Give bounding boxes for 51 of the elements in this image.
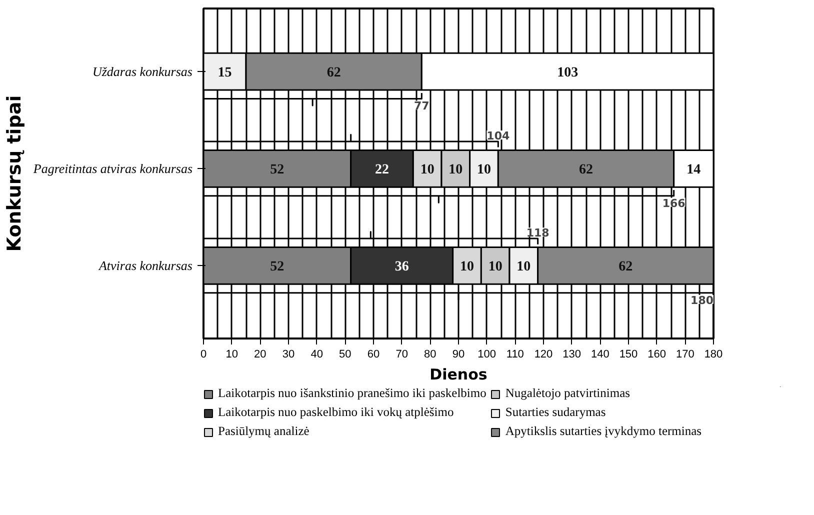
data-label: 103 xyxy=(557,66,578,81)
legend-label: Apytikslis sutarties įvykdymo terminas xyxy=(505,424,702,439)
y-axis-title: Konkursų tipai xyxy=(3,95,26,252)
data-label: 62 xyxy=(326,66,341,81)
annotation: 118 xyxy=(526,226,550,240)
x-tick-label: 100 xyxy=(478,348,496,360)
y-tick-label: Uždaras konkursas xyxy=(92,64,193,80)
data-label: 10 xyxy=(420,162,434,178)
data-label: 15 xyxy=(218,66,232,81)
legend-label: Pasiūlymų analizė xyxy=(218,424,310,439)
data-label: 52 xyxy=(270,260,284,275)
x-tick-label: 150 xyxy=(619,348,638,360)
y-tick-label: Pagreitintas atviras konkursas xyxy=(32,161,192,176)
x-tick-label: 50 xyxy=(339,348,352,360)
annotation: 180 xyxy=(690,294,714,307)
x-tick-label: 160 xyxy=(648,348,666,360)
data-label: 10 xyxy=(460,260,474,275)
x-tick-label: 0 xyxy=(200,348,207,360)
x-tick-label: 110 xyxy=(506,348,524,360)
legend-label: Nugalėtojo patvirtinimas xyxy=(505,386,630,401)
annotation: 166 xyxy=(662,196,686,210)
legend-label: Laikotarpis nuo paskelbimo iki vokų atplėšimo xyxy=(218,405,454,420)
data-label: 10 xyxy=(448,162,463,178)
x-tick-label: 30 xyxy=(282,348,295,360)
x-tick-label: 140 xyxy=(590,348,610,360)
x-tick-label: 60 xyxy=(367,348,380,360)
data-label: 62 xyxy=(579,162,593,178)
x-tick-label: 130 xyxy=(562,348,582,360)
x-tick-label: 80 xyxy=(424,348,436,360)
data-label: 62 xyxy=(618,260,633,275)
x-tick-label: 20 xyxy=(254,348,266,360)
x-tick-label: 120 xyxy=(534,348,553,360)
x-tick-label: 10 xyxy=(226,348,238,360)
data-label: 14 xyxy=(686,162,701,178)
x-tick-label: 170 xyxy=(676,348,694,360)
annotation: 77 xyxy=(414,100,430,113)
data-label: 10 xyxy=(516,260,531,275)
x-tick-label: 90 xyxy=(452,348,465,360)
data-label: 52 xyxy=(270,162,284,178)
data-label: 10 xyxy=(488,260,502,275)
y-tick-label: Atviras konkursas xyxy=(98,258,193,274)
x-tick-label: 40 xyxy=(310,348,323,360)
data-label: 10 xyxy=(477,162,491,178)
legend-label: Laikotarpis nuo išankstinio pranešimo iki paskelbimo xyxy=(218,386,486,401)
x-tick-label: 70 xyxy=(396,348,408,360)
x-axis-title: Dienos xyxy=(430,366,488,384)
x-tick-label: 180 xyxy=(704,348,723,360)
data-label: 22 xyxy=(375,162,389,178)
annotation: 104 xyxy=(486,130,510,143)
legend-label: Sutarties sudarymas xyxy=(505,405,606,420)
data-label: 36 xyxy=(394,260,409,275)
